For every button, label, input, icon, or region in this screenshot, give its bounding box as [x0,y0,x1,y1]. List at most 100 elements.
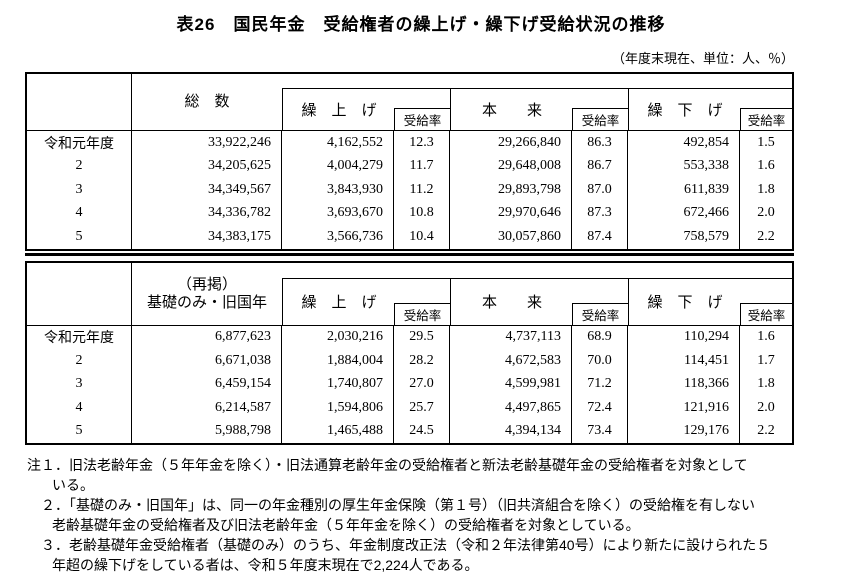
cell-year: 令和元年度 [27,131,132,155]
cell-year: 3 [27,178,132,202]
header-total: 総 数 [132,74,282,130]
content-area: （年度末現在、単位：人、％） 総 数 繰 上 げ 受給率 本 来 受給率 繰 下… [25,48,794,445]
table-row: 2 34,205,625 4,004,279 11.7 29,648,008 86.7 55… [27,154,792,178]
cell-honrai: 4,497,865 [450,396,572,420]
cell-kurisage: 114,451 [628,349,740,373]
header-reprint: （再掲） 基礎のみ・旧国年 [132,263,282,325]
cell-year: 2 [27,154,132,178]
cell-kuriage: 1,594,806 [282,396,394,420]
cell-year: 4 [27,201,132,225]
cell-kuriage: 1,740,807 [282,372,394,396]
divider-rule [25,252,794,256]
header-kurisage-label: 繰 下 げ [647,295,723,311]
cell-total: 34,205,625 [132,154,282,178]
cell-kurisage-rate: 1.6 [757,158,775,174]
cell-kuriage-rate: 27.0 [394,372,450,396]
note-1-line-2: いる。 [52,477,94,493]
cell-kurisage: 672,466 [628,201,740,225]
cell-honrai: 4,394,134 [450,419,572,443]
cell-honrai: 4,599,981 [450,372,572,396]
header-honrai-rate: 受給率 [572,302,628,325]
cell-kuriage: 4,004,279 [282,154,394,178]
cell-kurisage: 611,839 [628,178,740,202]
header-reprint-line1: （再掲） [176,276,237,293]
cell-honrai-rate: 73.4 [572,419,628,443]
cell-kurisage-rate: 2.0 [757,205,775,221]
cell-total: 33,922,246 [132,131,282,155]
cell-kuriage: 3,843,930 [282,178,394,202]
note-2-line-2: 老齢基礎年金の受給権者及び旧法老齢年金（５年年金を除く）の受給権者を対象としてい… [52,517,640,533]
cell-kurisage-rate: 1.6 [757,329,775,345]
cell-honrai-rate: 87.3 [572,201,628,225]
header-year-blank [27,74,132,130]
header-group-honrai: 本 来 受給率 [450,277,628,325]
cell-year: 5 [27,419,132,443]
footnotes: 注１．旧法老齢年金（５年年金を除く）・旧法通算老齢年金の受給権者と新法老齢基礎年… [27,455,842,575]
main-table: 総 数 繰 上 げ 受給率 本 来 受給率 繰 下 げ 受給率 令和元年度 33,… [25,72,794,251]
cell-kurisage-rate: 2.2 [757,423,775,439]
cell-honrai-rate: 68.9 [572,325,628,349]
header-kurisage-rate: 受給率 [740,302,792,325]
cell-kurisage: 121,916 [628,396,740,420]
cell-total: 34,349,567 [132,178,282,202]
table-row: 4 6,214,587 1,594,806 25.7 4,497,865 72.4 121,… [27,396,792,420]
header-group-kurisage: 繰 下 げ 受給率 [628,88,792,130]
cell-honrai-rate: 86.7 [572,154,628,178]
cell-honrai-rate: 70.0 [572,349,628,373]
cell-kuriage: 3,693,670 [282,201,394,225]
header-honrai-label: 本 来 [481,295,542,311]
cell-honrai: 29,970,646 [450,201,572,225]
note-3-line-2: 年超の繰下げをしている者は、令和５年度末現在で2,224人である。 [52,557,479,573]
cell-honrai-rate: 72.4 [572,396,628,420]
cell-kurisage-rate: 1.8 [757,376,775,392]
cell-kuriage: 1,884,004 [282,349,394,373]
header-group-kurisage: 繰 下 げ 受給率 [628,277,792,325]
table-row: 令和元年度 33,922,246 4,162,552 12.3 29,266,840 86… [27,131,792,155]
cell-year: 令和元年度 [27,325,132,349]
cell-total: 6,459,154 [132,372,282,396]
header-honrai-rate: 受給率 [572,108,628,130]
cell-year: 4 [27,396,132,420]
header-group-kuriage: 繰 上 げ 受給率 [282,88,450,130]
cell-kuriage: 3,566,736 [282,225,394,249]
cell-honrai: 4,737,113 [450,325,572,349]
table-row: 5 34,383,175 3,566,736 10.4 30,057,860 87.4 75… [27,225,792,249]
header-group-honrai: 本 来 受給率 [450,88,628,130]
cell-total: 6,671,038 [132,349,282,373]
cell-kurisage-rate: 2.0 [757,399,775,415]
cell-kurisage-rate: 2.2 [757,228,775,244]
header-year-blank [27,262,132,325]
table-row: 4 34,336,782 3,693,670 10.8 29,970,646 87.3 67… [27,201,792,225]
cell-kurisage: 118,366 [628,372,740,396]
header-reprint-line2: 基礎のみ・旧国年 [146,294,267,311]
reprint-table-body: 令和元年度 6,877,623 2,030,216 29.5 4,737,113 68.9… [27,325,792,443]
cell-kuriage-rate: 29.5 [394,325,450,349]
header-kuriage-label: 繰 上 げ [301,103,377,119]
cell-kuriage-rate: 11.7 [394,154,450,178]
note-2-line-1: ２．「基礎のみ・旧国年」は、同一の年金種別の厚生年金保険（第１号）（旧共済組合を… [41,497,755,513]
cell-kurisage: 553,338 [628,154,740,178]
cell-kurisage: 129,176 [628,419,740,443]
cell-kuriage: 2,030,216 [282,325,394,349]
reprint-table: （再掲） 基礎のみ・旧国年 繰 上 げ 受給率 本 来 受給率 繰 下 げ 受給… [25,260,794,445]
cell-total: 34,336,782 [132,201,282,225]
header-kuriage-rate: 受給率 [394,302,450,325]
note-3-line-1: ３．老齢基礎年金受給権者（基礎のみ）のうち、年金制度改正法（令和２年法律第40号… [41,537,771,553]
cell-kurisage: 758,579 [628,225,740,249]
cell-kurisage: 110,294 [628,325,740,349]
cell-kurisage-rate: 1.5 [757,134,775,150]
table-row: 3 6,459,154 1,740,807 27.0 4,599,981 71.2 118,… [27,372,792,396]
cell-kurisage-rate: 1.8 [757,181,775,197]
table-row: 3 34,349,567 3,843,930 11.2 29,893,798 87.0 61… [27,178,792,202]
header-kurisage-rate: 受給率 [740,108,792,130]
unit-note: （年度末現在、単位：人、％） [611,51,794,66]
page-title: 表26 国民年金 受給権者の繰上げ・繰下げ受給状況の推移 [176,15,666,34]
cell-kurisage: 492,854 [628,131,740,155]
header-honrai-label: 本 来 [481,103,542,119]
header-group-kuriage: 繰 上 げ 受給率 [282,277,450,325]
cell-kuriage-rate: 11.2 [394,178,450,202]
cell-honrai-rate: 87.0 [572,178,628,202]
cell-honrai-rate: 87.4 [572,225,628,249]
cell-year: 2 [27,349,132,373]
